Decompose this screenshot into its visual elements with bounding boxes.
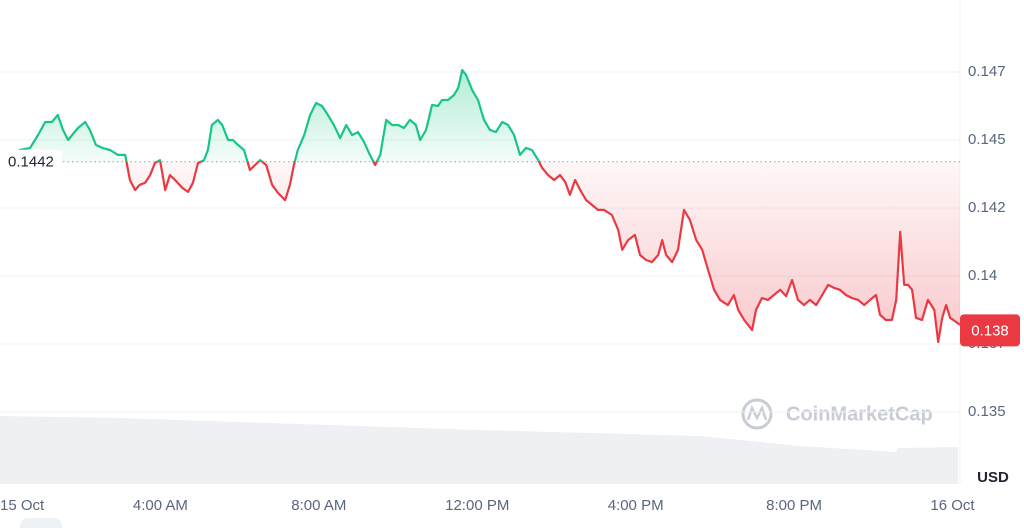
x-tick-label: 8:00 AM	[291, 497, 346, 514]
x-tick-label: 4:00 AM	[133, 497, 188, 514]
watermark: CoinMarketCap	[741, 398, 933, 430]
volume-backdrop	[0, 416, 958, 484]
y-tick-label: 0.135	[968, 403, 1006, 420]
y-tick-label: 0.147	[968, 63, 1006, 80]
area	[2, 70, 960, 342]
y-axis-label: USD	[977, 469, 1009, 486]
x-tick-label: 4:00 PM	[608, 497, 664, 514]
x-tick-label: 12:00 PM	[445, 497, 509, 514]
watermark-logo-mark	[746, 404, 768, 421]
watermark-logo	[741, 398, 773, 430]
baseline-label: 0.1442	[8, 154, 54, 171]
price-line	[1, 69, 961, 344]
y-tick-label: 0.14	[968, 267, 997, 284]
current-price-label: 0.138	[971, 322, 1009, 339]
control-pill[interactable]	[20, 518, 62, 528]
x-tick-label: 8:00 PM	[766, 497, 822, 514]
current-price-tag	[960, 314, 1020, 347]
x-tick-label: 16 Oct	[930, 497, 975, 514]
y-tick-label: 0.145	[968, 131, 1006, 148]
y-tick-label: 0.142	[968, 199, 1006, 216]
watermark-text: CoinMarketCap	[786, 403, 933, 425]
x-tick-label: 15 Oct	[0, 497, 45, 514]
baseline-label-box	[0, 149, 62, 174]
